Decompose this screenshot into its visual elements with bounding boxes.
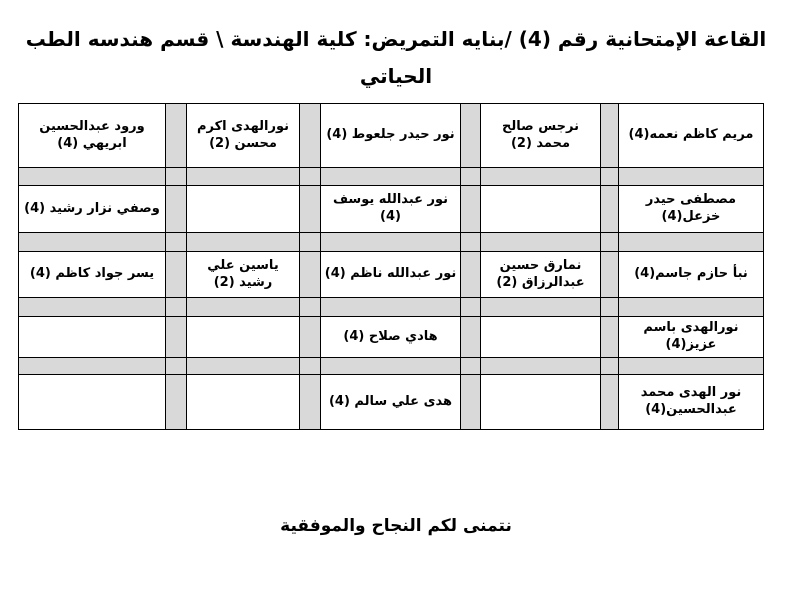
- table-row: نورالهدى باسم عزيز(4) هادي صلاح (4): [18, 316, 764, 358]
- table-row: مريم كاظم نعمه(4) نرجس صالح محمد (2) نور…: [18, 103, 764, 168]
- spacer-cell: [460, 316, 481, 358]
- spacer-cell: [186, 232, 300, 252]
- seat-cell: يسر جواد كاظم (4): [18, 251, 166, 298]
- spacer-cell: [460, 103, 481, 168]
- spacer-cell: [480, 167, 601, 186]
- seat-cell: [480, 316, 601, 358]
- seat-cell: ياسين علي رشيد (2): [186, 251, 300, 298]
- page-footer: نتمنى لكم النجاح والموفقية: [280, 516, 512, 536]
- seat-cell: [186, 185, 300, 233]
- seat-cell: هادي صلاح (4): [320, 316, 461, 358]
- spacer-cell: [320, 167, 461, 186]
- spacer-cell: [299, 316, 321, 358]
- spacer-cell: [618, 297, 764, 317]
- seat-cell: نور حيدر جلعوط (4): [320, 103, 461, 168]
- seat-cell: وصفي نزار رشيد (4): [18, 185, 166, 233]
- seat-cell: [18, 316, 166, 358]
- spacer-cell: [618, 167, 764, 186]
- spacer-cell: [600, 316, 619, 358]
- seat-cell: نور عبدالله يوسف (4): [320, 185, 461, 233]
- spacer-cell: [460, 185, 481, 233]
- spacer-cell: [480, 357, 601, 375]
- spacer-cell: [299, 357, 321, 375]
- spacer-cell: [18, 232, 166, 252]
- seat-cell: نرجس صالح محمد (2): [480, 103, 601, 168]
- spacer-cell: [600, 232, 619, 252]
- spacer-cell: [320, 232, 461, 252]
- seat-cell: نور الهدى محمد عبدالحسين(4): [618, 374, 764, 430]
- spacer-cell: [320, 297, 461, 317]
- page-title: القاعة الإمتحانية رقم (4) /بنايه التمريض…: [0, 21, 792, 95]
- spacer-cell: [165, 251, 187, 298]
- seat-cell: ورود عبدالحسين ابريهي (4): [18, 103, 166, 168]
- spacer-cell: [299, 185, 321, 233]
- spacer-cell: [460, 167, 481, 186]
- spacer-row: [18, 167, 764, 186]
- seat-cell: مصطفى حيدر خزعل(4): [618, 185, 764, 233]
- spacer-cell: [480, 232, 601, 252]
- spacer-cell: [18, 297, 166, 317]
- seat-cell: [480, 374, 601, 430]
- spacer-cell: [618, 232, 764, 252]
- seating-table: مريم كاظم نعمه(4) نرجس صالح محمد (2) نور…: [18, 103, 764, 430]
- spacer-cell: [18, 357, 166, 375]
- seat-cell: نورالهدى باسم عزيز(4): [618, 316, 764, 358]
- spacer-cell: [165, 374, 187, 430]
- spacer-cell: [299, 374, 321, 430]
- spacer-cell: [165, 103, 187, 168]
- seat-cell: نبأ حازم جاسم(4): [618, 251, 764, 298]
- spacer-cell: [165, 297, 187, 317]
- spacer-cell: [600, 374, 619, 430]
- spacer-cell: [299, 103, 321, 168]
- spacer-cell: [618, 357, 764, 375]
- spacer-cell: [600, 185, 619, 233]
- spacer-cell: [600, 251, 619, 298]
- seat-cell: هدى علي سالم (4): [320, 374, 461, 430]
- seat-cell: [186, 316, 300, 358]
- spacer-cell: [299, 251, 321, 298]
- spacer-row: [18, 357, 764, 375]
- spacer-cell: [460, 232, 481, 252]
- spacer-row: [18, 297, 764, 317]
- spacer-cell: [600, 103, 619, 168]
- table-row: نبأ حازم جاسم(4) نمارق حسين عبدالرزاق (2…: [18, 251, 764, 298]
- seat-cell: [480, 185, 601, 233]
- spacer-cell: [600, 297, 619, 317]
- seat-cell: [186, 374, 300, 430]
- spacer-cell: [299, 232, 321, 252]
- spacer-cell: [600, 357, 619, 375]
- spacer-cell: [186, 357, 300, 375]
- page-title-line-1: القاعة الإمتحانية رقم (4) /بنايه التمريض…: [25, 27, 767, 51]
- seat-cell: نمارق حسين عبدالرزاق (2): [480, 251, 601, 298]
- spacer-cell: [299, 297, 321, 317]
- spacer-cell: [186, 297, 300, 317]
- spacer-cell: [186, 167, 300, 186]
- spacer-cell: [165, 316, 187, 358]
- spacer-cell: [165, 232, 187, 252]
- seat-cell: نورالهدى اكرم محسن (2): [186, 103, 300, 168]
- spacer-cell: [480, 297, 601, 317]
- spacer-cell: [460, 374, 481, 430]
- spacer-cell: [165, 167, 187, 186]
- spacer-cell: [299, 167, 321, 186]
- spacer-cell: [460, 297, 481, 317]
- spacer-cell: [165, 357, 187, 375]
- spacer-cell: [460, 251, 481, 298]
- spacer-cell: [18, 167, 166, 186]
- seat-cell: مريم كاظم نعمه(4): [618, 103, 764, 168]
- spacer-cell: [165, 185, 187, 233]
- spacer-cell: [600, 167, 619, 186]
- table-row: نور الهدى محمد عبدالحسين(4) هدى علي سالم…: [18, 374, 764, 430]
- page-title-line-2: الحياتي: [359, 64, 433, 88]
- spacer-cell: [320, 357, 461, 375]
- spacer-row: [18, 232, 764, 252]
- table-row: مصطفى حيدر خزعل(4) نور عبدالله يوسف (4) …: [18, 185, 764, 233]
- seat-cell: نور عبدالله ناظم (4): [320, 251, 461, 298]
- seat-cell: [18, 374, 166, 430]
- spacer-cell: [460, 357, 481, 375]
